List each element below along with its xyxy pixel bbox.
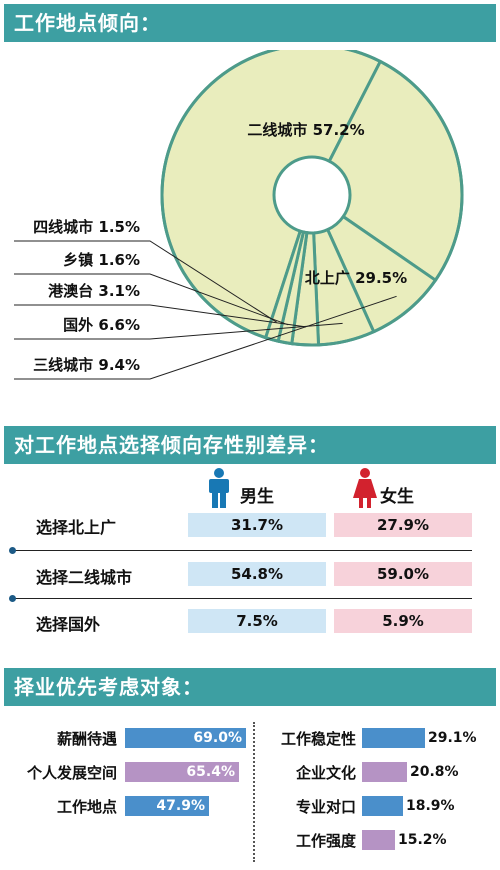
leader-line-abroad <box>14 322 343 340</box>
bar-label: 工作强度 <box>295 832 356 850</box>
bar-label: 工作稳定性 <box>280 730 356 748</box>
bar-label: 个人发展空间 <box>26 764 117 782</box>
bar-label: 专业对口 <box>295 798 356 816</box>
leader-line-township <box>14 273 289 326</box>
female-column-header: 女生 <box>380 487 414 507</box>
male-column-header: 男生 <box>240 487 274 507</box>
career-section-title: 择业优先考虑对象： <box>4 668 496 706</box>
career-priority-bar-chart: 薪酬待遇 69.0% 个人发展空间 65.4% 工作地点 47.9% 工作稳定性 29.1% 企… <box>0 720 500 870</box>
leader-line-fourth-tier <box>14 240 277 323</box>
male-value-tier1: 31.7% <box>188 513 326 537</box>
leader-line-hk-macau-taiwan <box>14 304 307 328</box>
pie-label-township: 乡镇 1.6% <box>63 251 140 269</box>
bar-value-label: 18.9% <box>406 798 455 814</box>
female-value-tier1: 27.9% <box>334 513 472 537</box>
row-divider <box>12 598 472 599</box>
bar-label: 薪酬待遇 <box>56 730 117 748</box>
female-icon <box>353 468 377 508</box>
bar-value-label: 20.8% <box>410 764 459 780</box>
bar-value-label: 15.2% <box>398 832 447 848</box>
male-value-tier2: 54.8% <box>188 562 326 586</box>
pie-label-abroad: 国外 6.6% <box>63 316 140 334</box>
gender-comparison-table: 男生 女生 选择北上广 31.7% 27.9% 选择二线城市 54.8% 59.… <box>0 468 500 648</box>
bar <box>362 762 407 782</box>
row-divider-dot <box>9 547 16 554</box>
row-label-tier2: 选择二线城市 <box>36 568 133 587</box>
row-label-tier1: 选择北上广 <box>36 518 117 537</box>
row-divider <box>12 550 472 551</box>
pie-label-hk-macau-taiwan: 港澳台 3.1% <box>48 282 140 300</box>
location-donut-chart: 二线城市 57.2% 北上广 29.5% 四线城市 1.5% 乡镇 1.6% 港澳台 3… <box>14 50 464 380</box>
bar-group-separator <box>253 722 255 862</box>
bar: 47.9% <box>125 796 209 816</box>
location-section-title: 工作地点倾向： <box>4 4 496 42</box>
leader-line-third-tier <box>14 295 397 380</box>
row-divider-dot <box>9 595 16 602</box>
pie-outline <box>160 50 464 347</box>
bar: 65.4% <box>125 762 239 782</box>
bar-label: 企业文化 <box>295 764 356 782</box>
pie-label-second-tier: 二线城市 57.2% <box>247 121 364 139</box>
pie-label-tier1: 北上广 29.5% <box>305 269 407 287</box>
bar-value-label: 29.1% <box>428 730 477 746</box>
male-icon <box>209 468 229 508</box>
female-value-tier2: 59.0% <box>334 562 472 586</box>
bar-label: 工作地点 <box>56 798 117 816</box>
gender-section-title: 对工作地点选择倾向存性别差异： <box>4 426 496 464</box>
row-label-abroad: 选择国外 <box>36 615 101 634</box>
male-value-abroad: 7.5% <box>188 609 326 633</box>
bar: 69.0% <box>125 728 246 748</box>
pie-label-fourth-tier: 四线城市 1.5% <box>33 218 140 236</box>
bar <box>362 796 403 816</box>
bar <box>362 728 425 748</box>
pie-label-third-tier: 三线城市 9.4% <box>33 356 140 374</box>
bar <box>362 830 395 850</box>
female-value-abroad: 5.9% <box>334 609 472 633</box>
